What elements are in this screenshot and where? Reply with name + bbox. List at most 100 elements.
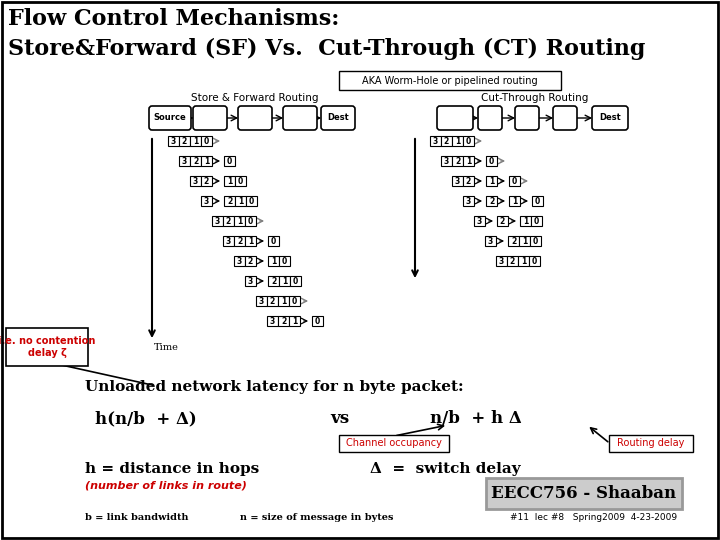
Text: Routing delay: Routing delay: [617, 438, 685, 449]
Text: 1: 1: [227, 177, 232, 186]
FancyBboxPatch shape: [168, 136, 179, 146]
Text: 1: 1: [292, 316, 297, 326]
Text: n = size of message in bytes: n = size of message in bytes: [240, 513, 394, 522]
Text: 2: 2: [455, 157, 460, 165]
Text: 2: 2: [270, 296, 275, 306]
Text: 3: 3: [488, 237, 493, 246]
FancyBboxPatch shape: [190, 136, 201, 146]
Text: 2: 2: [237, 237, 242, 246]
Text: Unloaded network latency for n byte packet:: Unloaded network latency for n byte pack…: [85, 380, 464, 394]
FancyBboxPatch shape: [149, 106, 191, 130]
FancyBboxPatch shape: [463, 156, 474, 166]
FancyBboxPatch shape: [609, 435, 693, 452]
FancyBboxPatch shape: [290, 276, 301, 286]
Text: Cut-Through Routing: Cut-Through Routing: [481, 93, 589, 103]
FancyBboxPatch shape: [201, 176, 212, 186]
Text: 2: 2: [466, 177, 471, 186]
Text: 1: 1: [282, 276, 287, 286]
FancyBboxPatch shape: [201, 136, 212, 146]
FancyBboxPatch shape: [193, 106, 227, 130]
Text: n/b  + h Δ: n/b + h Δ: [430, 410, 522, 427]
Text: 1: 1: [455, 137, 460, 145]
Text: 0: 0: [292, 296, 297, 306]
FancyBboxPatch shape: [519, 236, 530, 246]
FancyBboxPatch shape: [267, 316, 278, 326]
FancyBboxPatch shape: [234, 236, 245, 246]
FancyBboxPatch shape: [452, 136, 463, 146]
Text: AKA Worm-Hole or pipelined routing: AKA Worm-Hole or pipelined routing: [362, 76, 538, 85]
Text: 2: 2: [227, 197, 232, 206]
FancyBboxPatch shape: [179, 136, 190, 146]
Text: Store&Forward (SF) Vs.  Cut-Through (CT) Routing: Store&Forward (SF) Vs. Cut-Through (CT) …: [8, 38, 645, 60]
Text: 3: 3: [477, 217, 482, 226]
Text: Δ  =  switch delay: Δ = switch delay: [370, 462, 521, 476]
FancyBboxPatch shape: [179, 156, 190, 166]
FancyBboxPatch shape: [474, 216, 485, 226]
FancyBboxPatch shape: [496, 256, 507, 266]
Text: 0: 0: [282, 256, 287, 266]
FancyBboxPatch shape: [190, 156, 201, 166]
Text: 2: 2: [510, 256, 515, 266]
Text: 1: 1: [237, 217, 242, 226]
FancyBboxPatch shape: [279, 256, 290, 266]
Text: 0: 0: [466, 137, 471, 145]
Text: i.e. no contention
delay ζ: i.e. no contention delay ζ: [0, 336, 96, 358]
Text: Flow Control Mechanisms:: Flow Control Mechanisms:: [8, 8, 339, 30]
Text: (number of links in route): (number of links in route): [85, 480, 247, 490]
FancyBboxPatch shape: [463, 196, 474, 206]
Text: 1: 1: [248, 237, 253, 246]
Text: Dest: Dest: [327, 113, 349, 123]
Text: 3: 3: [204, 197, 209, 206]
Text: 1: 1: [193, 137, 198, 145]
Text: 0: 0: [249, 197, 254, 206]
FancyBboxPatch shape: [289, 296, 300, 306]
FancyBboxPatch shape: [312, 316, 323, 326]
Text: 1: 1: [489, 177, 494, 186]
FancyBboxPatch shape: [553, 106, 577, 130]
Text: 1: 1: [238, 197, 243, 206]
Text: 0: 0: [534, 217, 539, 226]
Text: EECC756 - Shaaban: EECC756 - Shaaban: [492, 485, 677, 502]
Text: 1: 1: [466, 157, 471, 165]
FancyBboxPatch shape: [437, 106, 473, 130]
FancyBboxPatch shape: [532, 196, 543, 206]
Text: Time: Time: [154, 343, 179, 352]
Text: 3: 3: [499, 256, 504, 266]
Text: 3: 3: [270, 316, 275, 326]
Text: 1: 1: [521, 256, 526, 266]
FancyBboxPatch shape: [279, 276, 290, 286]
Text: 1: 1: [281, 296, 286, 306]
FancyBboxPatch shape: [268, 256, 279, 266]
Text: 0: 0: [238, 177, 243, 186]
FancyBboxPatch shape: [321, 106, 355, 130]
FancyBboxPatch shape: [212, 216, 223, 226]
Text: 1: 1: [522, 237, 527, 246]
Text: 3: 3: [182, 157, 187, 165]
Text: 0: 0: [315, 316, 320, 326]
FancyBboxPatch shape: [486, 176, 497, 186]
Text: 3: 3: [259, 296, 264, 306]
Text: 0: 0: [293, 276, 298, 286]
FancyBboxPatch shape: [245, 216, 256, 226]
FancyBboxPatch shape: [201, 156, 212, 166]
Text: 2: 2: [193, 157, 198, 165]
FancyBboxPatch shape: [509, 196, 520, 206]
FancyBboxPatch shape: [507, 256, 518, 266]
Text: 1: 1: [523, 217, 528, 226]
FancyBboxPatch shape: [245, 276, 256, 286]
FancyBboxPatch shape: [235, 196, 246, 206]
Text: 2: 2: [204, 177, 209, 186]
Text: #11  lec #8   Spring2009  4-23-2009: #11 lec #8 Spring2009 4-23-2009: [510, 513, 677, 522]
FancyBboxPatch shape: [268, 236, 279, 246]
FancyBboxPatch shape: [486, 478, 682, 509]
FancyBboxPatch shape: [201, 196, 212, 206]
Text: 3: 3: [193, 177, 198, 186]
Text: Store & Forward Routing: Store & Forward Routing: [192, 93, 319, 103]
Text: 3: 3: [455, 177, 460, 186]
Text: 3: 3: [248, 276, 253, 286]
FancyBboxPatch shape: [478, 106, 502, 130]
FancyBboxPatch shape: [452, 156, 463, 166]
FancyBboxPatch shape: [463, 136, 474, 146]
Text: Source: Source: [153, 113, 186, 123]
Text: h(n/b  + Δ): h(n/b + Δ): [95, 410, 197, 427]
